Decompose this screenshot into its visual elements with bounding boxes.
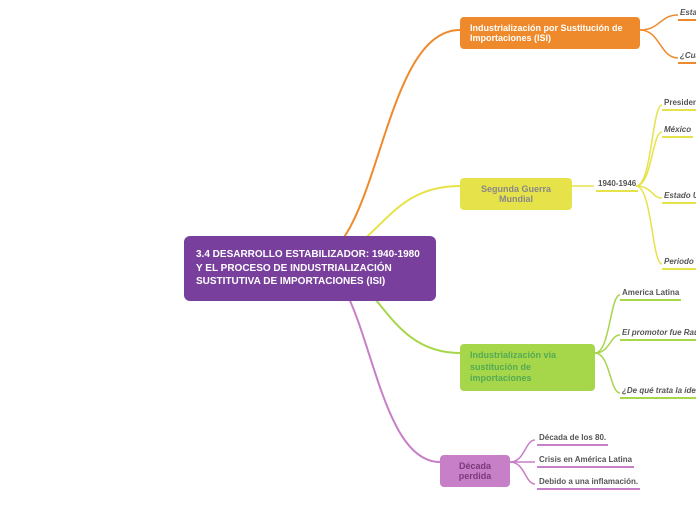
root-title: 3.4 DESARROLLO ESTABILIZADOR: 1940-1980 … — [196, 249, 420, 287]
dp-child-0[interactable]: Década de los 80. — [537, 433, 608, 446]
branch-ivs[interactable]: Industrialización vía sustitución de imp… — [460, 344, 595, 391]
sgm-child-1[interactable]: México — [662, 125, 693, 138]
dp-child-1[interactable]: Crisis en América Latina — [537, 455, 634, 468]
isi-child-0[interactable]: Estado — [678, 8, 696, 21]
branch-isi[interactable]: Industrialización por Sustitución de Imp… — [460, 17, 640, 49]
isi-child-1[interactable]: ¿Cuán — [678, 51, 696, 64]
ivs-child-2[interactable]: ¿De qué trata la idea? — [620, 386, 696, 399]
sgm-child-0[interactable]: Presidente e — [662, 98, 696, 111]
dp-child-2[interactable]: Debido a una inflamación. — [537, 477, 640, 490]
sgm-child-3[interactable]: Periodo de — [662, 257, 696, 270]
root-node[interactable]: 3.4 DESARROLLO ESTABILIZADOR: 1940-1980 … — [184, 236, 436, 301]
branch-sgm[interactable]: Segunda Guerra Mundial — [460, 178, 572, 210]
branch-dp[interactable]: Década perdida — [440, 455, 510, 487]
branch-ivs-label: Industrialización vía sustitución de imp… — [470, 350, 556, 383]
ivs-child-1[interactable]: El promotor fue Raúl P — [620, 328, 696, 341]
ivs-child-0[interactable]: America Latina — [620, 288, 681, 301]
branch-isi-label: Industrialización por Sustitución de Imp… — [470, 23, 623, 43]
branch-dp-label: Década perdida — [459, 461, 492, 481]
sgm-mid[interactable]: 1940-1946 — [596, 179, 638, 192]
branch-sgm-label: Segunda Guerra Mundial — [481, 184, 551, 204]
sgm-child-2[interactable]: Estado Uni — [662, 191, 696, 204]
